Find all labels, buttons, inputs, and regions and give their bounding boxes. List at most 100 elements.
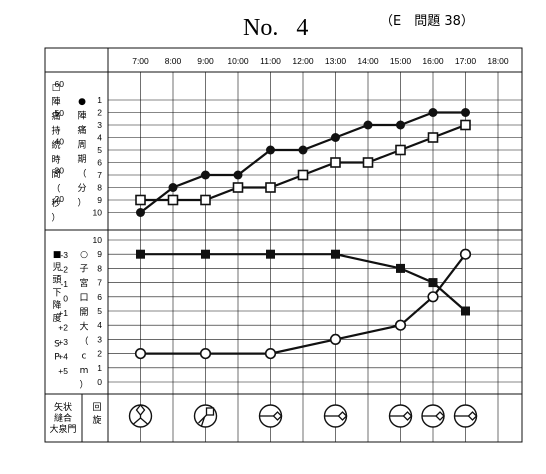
pain-interval-point	[331, 133, 340, 142]
dilation-tick-label: 1	[97, 363, 102, 373]
head-position-icon	[128, 403, 153, 428]
time-label: 15:00	[390, 56, 412, 66]
chart-frame	[44, 47, 523, 443]
station-tick-label: +2	[58, 323, 68, 333]
pain-interval-point	[168, 183, 178, 192]
lambdoid-suture-line	[200, 416, 206, 427]
svg-text:秒: 秒	[51, 197, 60, 209]
head-position-icon	[421, 404, 445, 428]
pain-duration-point	[232, 182, 244, 193]
pain-duration-point	[460, 119, 471, 131]
svg-text:（: （	[77, 169, 86, 180]
fontanelle-marker	[435, 411, 445, 421]
fontanelle-marker	[402, 411, 413, 421]
head-position-icon	[323, 404, 348, 428]
time-label: 11:00	[260, 56, 281, 66]
dilation-tick-label: 9	[97, 249, 102, 259]
fontanelle-marker	[272, 411, 283, 421]
pain-duration-point	[362, 157, 374, 168]
cervix-dilation-point	[394, 319, 407, 331]
svg-text:持: 持	[51, 125, 60, 137]
pain-interval-point	[461, 108, 470, 117]
pain-interval-point	[233, 170, 243, 180]
head-position-row	[128, 403, 478, 428]
head-position-icon	[193, 404, 218, 428]
time-label: 14:00	[357, 56, 379, 66]
pain-duration-point	[395, 144, 406, 156]
svg-text:子: 子	[79, 264, 88, 275]
svg-text:陣: 陣	[51, 96, 60, 108]
svg-text:宮: 宮	[79, 277, 88, 289]
svg-text:度: 度	[52, 312, 61, 324]
data-series	[134, 108, 472, 360]
svg-text:c: c	[82, 352, 87, 362]
pain-interval-point	[298, 145, 308, 155]
dilation-tick-label: 2	[97, 349, 102, 359]
time-label: 13:00	[325, 56, 347, 66]
pain-interval-point	[266, 145, 275, 155]
outer-border	[44, 47, 523, 443]
station-point	[396, 263, 405, 273]
svg-text:痛: 痛	[51, 110, 60, 122]
suture-label: 縫合	[54, 412, 72, 424]
time-label: 18:00	[487, 56, 509, 66]
svg-text:期: 期	[77, 154, 86, 165]
fontanelle-marker	[467, 411, 478, 421]
svg-text:）: ）	[79, 380, 88, 391]
station-tick-label: +5	[58, 366, 68, 376]
cervix-dilation-point	[134, 348, 147, 360]
svg-text:降: 降	[52, 299, 61, 311]
svg-text:分: 分	[77, 183, 86, 194]
station-tick-label: +3	[58, 337, 68, 347]
station-point	[461, 306, 470, 316]
svg-text:口: 口	[79, 294, 88, 304]
station-point	[266, 249, 275, 259]
cervix-dilation-point	[264, 348, 277, 360]
station-tick-label: +4	[58, 352, 68, 362]
dilation-tick-label: 8	[97, 263, 102, 273]
svg-text:■: ■	[53, 250, 62, 260]
svg-text:○: ○	[80, 250, 88, 260]
duration-tick-label: 40	[55, 137, 65, 147]
svg-text:下: 下	[52, 288, 61, 298]
svg-text:頭: 頭	[52, 275, 61, 286]
time-label: 17:00	[455, 56, 477, 66]
station-tick-label: -2	[60, 265, 68, 275]
station-point	[331, 249, 340, 259]
svg-text:S: S	[54, 340, 60, 350]
svg-text:間: 間	[51, 169, 60, 180]
station-tick-label: +1	[58, 308, 68, 318]
axis-labels: 7:00 8:00 9:00 10:00 11:00 12:00 13:00 14:00 15:…	[55, 56, 509, 387]
interval-tick-label: 2	[97, 108, 102, 118]
dilation-tick-label: 0	[97, 377, 102, 387]
pain-duration-point	[330, 157, 341, 168]
rotation-label: 回	[92, 402, 101, 413]
svg-text:m: m	[80, 366, 89, 376]
station-tick-label: -3	[60, 250, 68, 260]
interval-tick-label: 10	[93, 208, 103, 218]
svg-text:□: □	[52, 83, 61, 93]
pain-duration-point	[265, 182, 276, 193]
pain-interval-point	[396, 120, 405, 130]
svg-text:●: ●	[78, 97, 86, 107]
lambdoid-suture-line	[133, 417, 141, 425]
dilation-tick-label: 7	[97, 278, 102, 288]
station-tick-label: -1	[60, 279, 68, 289]
pain-duration-point	[135, 194, 146, 206]
svg-text:）: ）	[51, 213, 60, 224]
pain-interval-point	[428, 108, 438, 117]
suture-label: 矢状	[54, 401, 72, 413]
page-title: No. 4	[243, 15, 308, 41]
suture-label: 大泉門	[49, 423, 76, 435]
svg-text:大: 大	[79, 321, 88, 333]
svg-text:児: 児	[52, 262, 61, 273]
interval-tick-label: 3	[97, 120, 102, 130]
pain-interval-point	[363, 120, 373, 130]
pain-interval-point	[136, 208, 145, 217]
duration-tick-label: 20	[55, 194, 65, 204]
head-position-icon	[453, 404, 478, 428]
